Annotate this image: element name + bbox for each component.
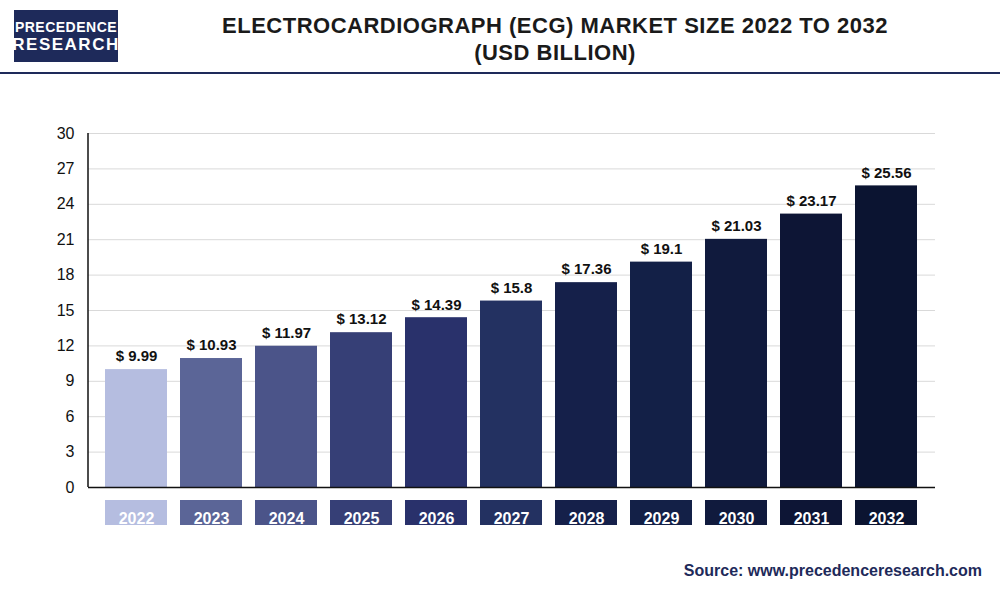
html-text:ELECTROCARDIOGRAPH (ECG) MARKE: ELECTROCARDIOGRAPH (ECG) MARKET SIZE 202… [222,13,888,38]
svg-text:$ 25.56: $ 25.56 [861,164,911,181]
svg-text:2030: 2030 [719,510,755,527]
svg-text:$ 19.1: $ 19.1 [641,240,683,257]
svg-text:6: 6 [66,408,75,425]
svg-text:2022: 2022 [119,510,155,527]
svg-text:24: 24 [57,195,75,212]
svg-text:2024: 2024 [269,510,305,527]
svg-text:$ 9.99: $ 9.99 [116,347,158,364]
svg-text:2025: 2025 [344,510,380,527]
svg-text:$ 15.8: $ 15.8 [491,279,533,296]
svg-text:15: 15 [57,302,75,319]
svg-text:2031: 2031 [794,510,830,527]
svg-text:$ 14.39: $ 14.39 [411,295,461,312]
svg-text:$ 17.36: $ 17.36 [561,260,611,277]
svg-text:$ 11.97: $ 11.97 [262,324,311,341]
html-text:RESEARCH: RESEARCH [12,35,120,54]
svg-text:30: 30 [57,125,75,142]
svg-text:2032: 2032 [869,510,905,527]
svg-text:0: 0 [66,479,75,496]
svg-text:12: 12 [57,337,75,354]
svg-text:$ 21.03: $ 21.03 [711,217,761,234]
svg-text:21: 21 [57,231,75,248]
svg-text:2028: 2028 [569,510,605,527]
svg-text:27: 27 [57,160,75,177]
svg-text:$ 10.93: $ 10.93 [186,336,236,353]
svg-text:$ 13.12: $ 13.12 [336,310,386,327]
svg-text:9: 9 [66,372,75,389]
html-text:(USD BILLION): (USD BILLION) [474,40,636,65]
svg-text:2027: 2027 [494,510,530,527]
svg-text:2029: 2029 [644,510,680,527]
html-text:PRECEDENCE: PRECEDENCE [14,19,118,35]
html-text:Source: www.precedenceresearch: Source: www.precedenceresearch.com [683,562,982,579]
svg-text:3: 3 [66,443,75,460]
svg-text:2026: 2026 [419,510,455,527]
svg-text:18: 18 [57,266,75,283]
svg-text:2023: 2023 [194,510,230,527]
svg-text:$ 23.17: $ 23.17 [786,192,836,209]
